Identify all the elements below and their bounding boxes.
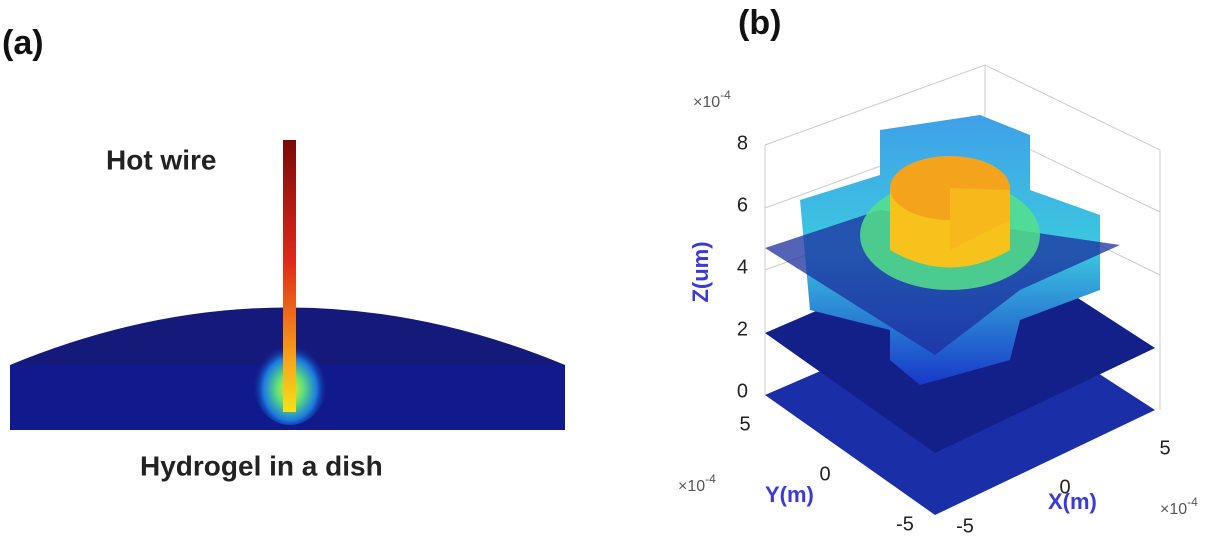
x-tick-label: 0: [1059, 476, 1070, 498]
y-tick-label: 0: [819, 463, 830, 485]
panel-label: (b): [738, 4, 781, 42]
z-multiplier-base: ×10: [693, 94, 720, 111]
hot-wire: [283, 140, 296, 412]
y-tick-label: 5: [739, 413, 750, 435]
y-multiplier-base: ×10: [678, 478, 705, 495]
z-multiplier: ×10-4: [693, 88, 731, 111]
y-tick-label: -5: [896, 513, 914, 535]
z-axis-title: Z(um): [688, 241, 713, 302]
y-axis-title: Y(m): [765, 482, 814, 507]
y-multiplier-exp: -4: [705, 472, 716, 486]
panel-label: (a): [2, 24, 44, 62]
z-tick-label: 4: [737, 256, 748, 278]
x-multiplier-exp: -4: [1187, 495, 1198, 509]
dish-label: Hydrogel in a dish: [140, 450, 383, 481]
z-tick-label: 6: [737, 194, 748, 216]
z-multiplier-exp: -4: [720, 88, 731, 102]
x-tick-label: 5: [1159, 437, 1170, 459]
x-axis-title: X(m): [1048, 489, 1097, 514]
x-tick-label: -5: [956, 515, 974, 537]
wire-label: Hot wire: [106, 144, 216, 175]
y-multiplier: ×10-4: [678, 472, 716, 495]
x-multiplier: ×10-4: [1160, 495, 1198, 518]
z-tick-label: 0: [737, 380, 748, 402]
z-tick-label: 8: [737, 132, 748, 154]
z-tick-label: 2: [737, 318, 748, 340]
x-multiplier-base: ×10: [1160, 501, 1187, 518]
cylinder-cut: [950, 188, 1010, 250]
